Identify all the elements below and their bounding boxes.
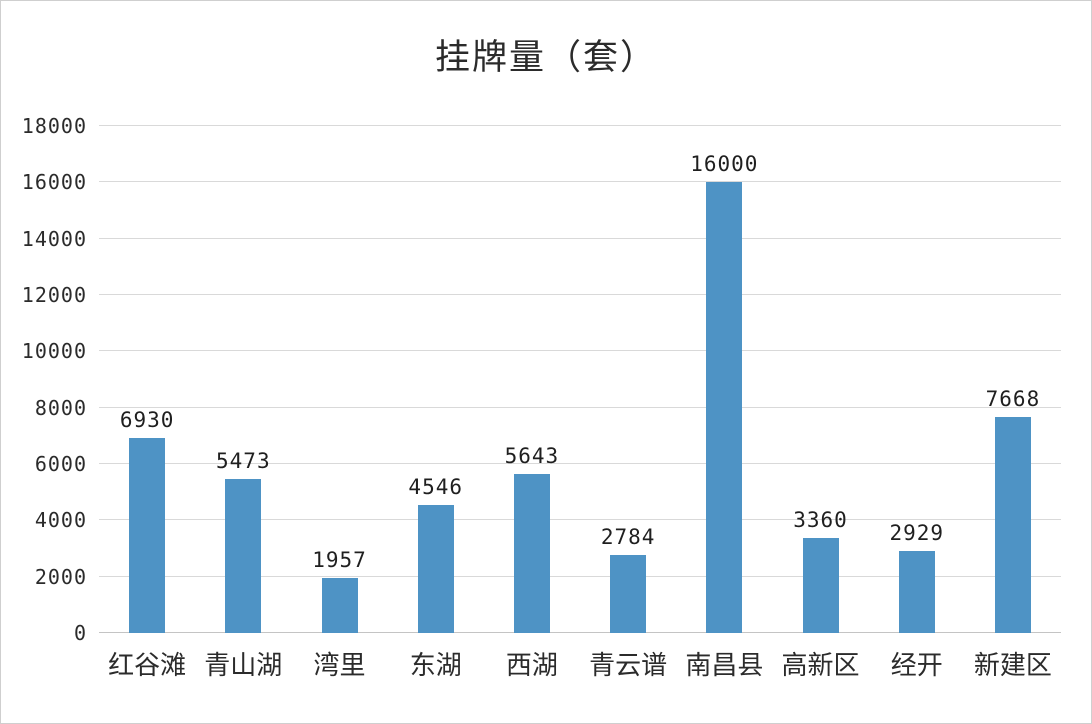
bar-group: 5643	[484, 126, 580, 633]
gridline	[99, 406, 1061, 408]
bar-value-label: 6930	[119, 407, 175, 432]
y-tick-label: 10000	[21, 339, 87, 364]
bar-value-label: 2784	[600, 524, 656, 549]
y-tick-label: 4000	[34, 508, 87, 533]
bar-value-label: 3360	[793, 508, 848, 533]
bar[interactable]	[129, 437, 166, 633]
bar[interactable]	[225, 478, 262, 633]
x-category-label: 西湖	[505, 651, 558, 681]
bar-value-label: 4546	[408, 474, 463, 499]
x-category-label: 新建区	[973, 651, 1052, 681]
y-tick-label: 8000	[34, 395, 87, 420]
gridline	[99, 181, 1061, 183]
bar-group: 2784	[580, 126, 676, 633]
bars: 6930 5473 1957 4546 5643 2784 16000 3360 2929 766…	[99, 126, 1061, 633]
y-tick-label: 6000	[34, 452, 87, 476]
chart-title: 挂牌量（套）	[434, 38, 657, 78]
bar-value-label: 7668	[985, 387, 1041, 412]
y-tick-label: 0	[73, 621, 87, 645]
bar-group: 4546	[388, 126, 484, 633]
x-category-label: 红谷滩	[108, 651, 187, 681]
bar[interactable]	[321, 577, 358, 633]
gridline	[99, 237, 1061, 239]
bar-value-label: 2929	[889, 520, 945, 545]
y-tick-label: 2000	[34, 564, 87, 589]
bar-value-label: 1957	[312, 547, 367, 572]
gridline	[99, 519, 1061, 521]
x-axis-line	[99, 632, 1061, 633]
bar[interactable]	[706, 182, 743, 633]
x-category-label: 经开	[890, 651, 943, 681]
bar-value-label: 5473	[216, 448, 271, 473]
y-tick-label: 14000	[21, 226, 87, 251]
y-axis: 0 2000 4000 6000 8000 10000 12000 14000 16000 180…	[15, 114, 99, 645]
bar[interactable]	[994, 417, 1031, 633]
bar-group: 6930	[99, 126, 195, 633]
bar-group: 1957	[291, 126, 387, 633]
x-category-label: 东湖	[409, 651, 462, 681]
bar[interactable]	[513, 474, 550, 633]
plot-wrap: 6930 5473 1957 4546 5643 2784 16000 3360 2929 766…	[99, 125, 1061, 682]
x-category-label: 湾里	[313, 651, 366, 681]
x-category-label: 南昌县	[685, 651, 764, 681]
y-tick-label: 18000	[21, 114, 87, 138]
x-category-label: 青云谱	[589, 651, 668, 681]
bar-group: 3360	[772, 126, 868, 633]
bar-group: 5473	[195, 126, 291, 633]
bar[interactable]	[802, 538, 839, 633]
bar[interactable]	[417, 504, 454, 633]
y-tick-label: 16000	[21, 170, 87, 195]
bar[interactable]	[898, 550, 935, 633]
plot-area: 6930 5473 1957 4546 5643 2784 16000 3360 2929 766…	[99, 125, 1061, 633]
gridline	[99, 575, 1061, 577]
bar-value-label: 16000	[690, 152, 759, 177]
x-category-label: 高新区	[781, 651, 860, 681]
gridline	[99, 294, 1061, 295]
bar-value-label: 5643	[504, 444, 560, 469]
x-category-label: 青山湖	[204, 651, 283, 681]
bar-group: 7668	[965, 126, 1061, 633]
x-axis: 红谷滩 青山湖 湾里 东湖 西湖 青云谱 南昌县 高新区 经开 新建区	[99, 645, 1061, 682]
bar-group: 16000	[676, 126, 772, 633]
bar-group: 2929	[869, 126, 965, 633]
gridline	[99, 125, 1061, 126]
y-tick-label: 12000	[21, 283, 87, 307]
bar[interactable]	[610, 554, 647, 633]
gridline	[99, 350, 1061, 352]
gridline	[99, 463, 1061, 464]
chart-area: 0 2000 4000 6000 8000 10000 12000 14000 16000 180…	[1, 114, 1091, 682]
